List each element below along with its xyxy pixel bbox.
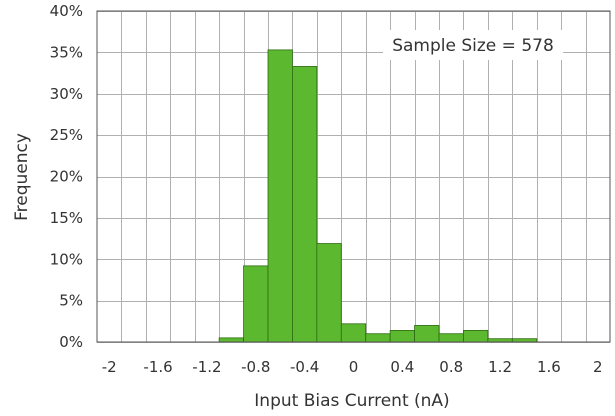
histogram-bar [389,330,415,343]
grid-lines [97,11,610,343]
x-axis-title: Input Bias Current (nA) [254,391,449,411]
x-tick-label: -0.4 [290,358,319,376]
x-tick-label: 0.4 [390,358,414,376]
y-tick-label: 5% [59,292,83,310]
x-tick-label: -1.2 [192,358,221,376]
histogram-bar [267,49,293,343]
y-tick-label: 10% [50,250,83,268]
y-tick-label: 25% [50,126,83,144]
x-tick-label: 0.8 [439,358,463,376]
histogram-bar [438,333,464,343]
x-tick-label: 0 [349,358,359,376]
y-axis-title: Frequency [12,133,32,221]
histogram-bars [218,49,538,343]
histogram-bar [340,323,367,343]
histogram-bar [292,66,318,343]
histogram-bar [365,333,391,343]
x-tick-label: -0.8 [241,358,270,376]
histogram-bar [463,330,489,343]
x-tick-label: 1.2 [488,358,512,376]
plot-frame [96,10,611,343]
histogram-bar [316,243,342,343]
y-tick-label: 35% [50,43,83,61]
y-tick-label: 15% [50,209,83,227]
annotation-text: Sample Size = 578 [392,36,554,56]
y-tick-label: 0% [59,333,83,351]
x-tick-label: -1.6 [143,358,172,376]
x-tick-label: 1.6 [537,358,561,376]
histogram-bar [243,265,269,343]
y-tick-label: 30% [50,85,83,103]
annotation-box [383,30,563,60]
y-axis-ticks: 0% 5% 10% 15% 20% 25% 30% 35% 40% [50,2,83,351]
x-axis-ticks: -2 -1.6 -1.2 -0.8 -0.4 0 0.4 0.8 1.2 1.6 2 [102,358,603,376]
sample-size-annotation: Sample Size = 578 [383,30,563,60]
x-tick-label: 2 [593,358,603,376]
y-tick-label: 20% [50,168,83,186]
y-tick-label: 40% [50,2,83,20]
histogram-bar [218,337,244,343]
x-tick-label: -2 [102,358,117,376]
histogram-bar [414,325,440,343]
